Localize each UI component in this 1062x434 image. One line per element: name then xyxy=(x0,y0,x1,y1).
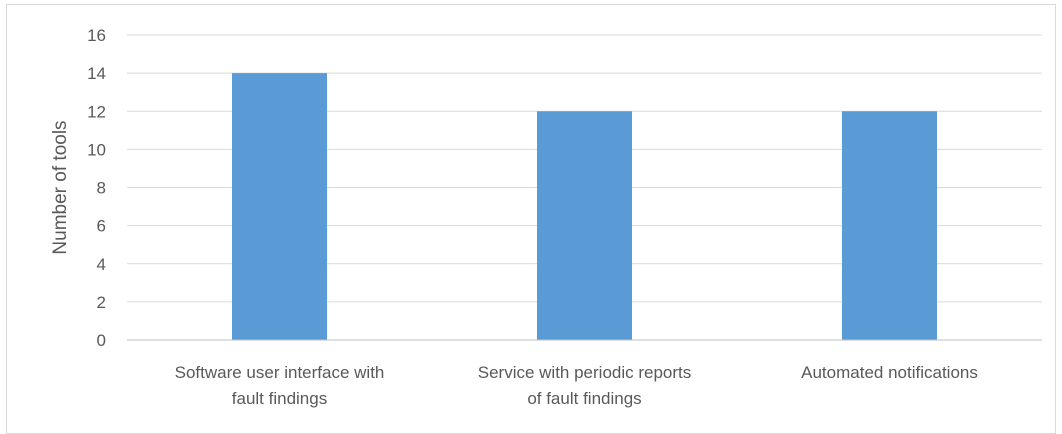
x-tick-label-line: of fault findings xyxy=(527,389,641,408)
x-tick-label-line: Automated notifications xyxy=(801,363,978,382)
y-tick-label: 2 xyxy=(97,293,106,312)
y-tick-label: 16 xyxy=(87,26,106,45)
y-tick-labels: 0 2 4 6 8 10 12 14 16 xyxy=(87,26,106,350)
y-tick-label: 0 xyxy=(97,331,106,350)
x-tick-label-line: Software user interface with xyxy=(175,363,385,382)
bar-1 xyxy=(232,73,327,340)
x-tick-label-line: fault findings xyxy=(232,389,327,408)
x-tick-label-2: Service with periodic reports of fault fi… xyxy=(478,363,692,408)
y-tick-label: 4 xyxy=(97,255,106,274)
x-tick-label-3: Automated notifications xyxy=(801,363,978,382)
y-tick-label: 8 xyxy=(97,179,106,198)
y-tick-label: 6 xyxy=(97,217,106,236)
bar-3 xyxy=(842,111,937,340)
y-tick-label: 10 xyxy=(87,140,106,159)
x-tick-label-line: Service with periodic reports xyxy=(478,363,692,382)
bar-2 xyxy=(537,111,632,340)
x-tick-labels: Software user interface with fault findin… xyxy=(175,363,978,408)
bars xyxy=(232,73,937,340)
y-tick-label: 14 xyxy=(87,64,106,83)
y-axis-label: Number of tools xyxy=(50,120,71,254)
y-tick-label: 12 xyxy=(87,102,106,121)
x-tick-label-1: Software user interface with fault findin… xyxy=(175,363,385,408)
